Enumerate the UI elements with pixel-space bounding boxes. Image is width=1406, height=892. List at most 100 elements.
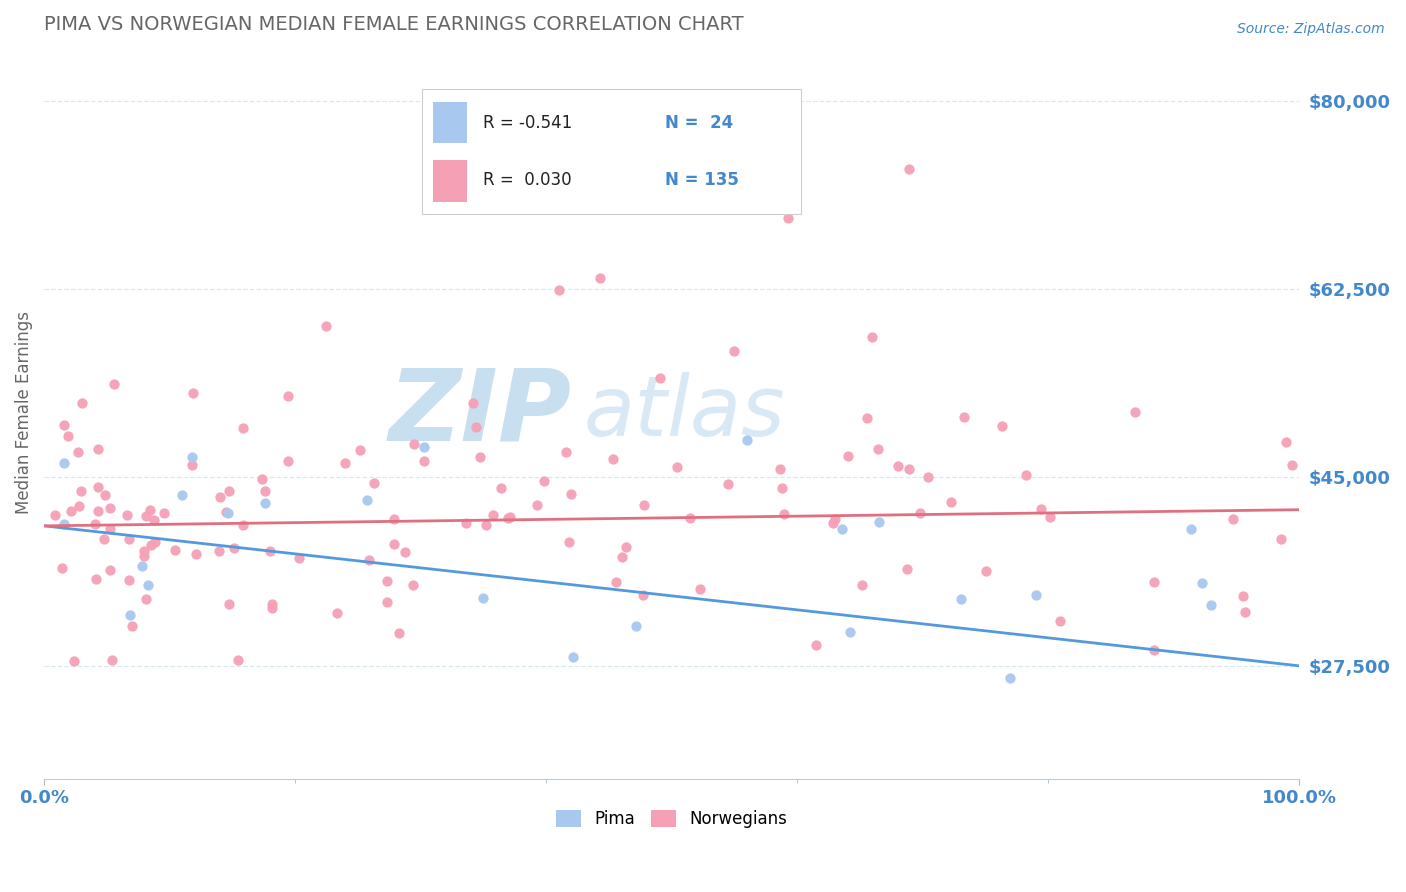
Point [562, 650, 585, 665]
Point [939, 495, 962, 509]
Point [384, 512, 406, 526]
Point [83, 516, 105, 531]
Point [723, 343, 745, 358]
Point [170, 488, 193, 502]
Point [56, 429, 79, 443]
Text: N =  24: N = 24 [665, 114, 733, 132]
Point [665, 460, 688, 475]
Point [134, 549, 156, 563]
Point [1180, 522, 1202, 536]
Point [633, 498, 655, 512]
Point [186, 547, 208, 561]
Point [496, 511, 519, 525]
Point [315, 318, 337, 333]
Point [839, 625, 862, 640]
Point [887, 459, 910, 474]
Point [1039, 510, 1062, 524]
Point [851, 578, 873, 592]
Point [181, 458, 204, 472]
Point [231, 421, 253, 435]
Point [860, 330, 883, 344]
Point [135, 591, 157, 606]
Point [218, 597, 240, 611]
Point [63, 654, 86, 668]
Point [87, 504, 110, 518]
Point [94, 488, 117, 502]
Point [118, 574, 141, 588]
Point [402, 437, 425, 451]
Point [1143, 643, 1166, 657]
Point [499, 509, 522, 524]
Point [1123, 405, 1146, 419]
Point [554, 445, 576, 459]
Point [70, 484, 93, 499]
Point [990, 419, 1012, 434]
FancyBboxPatch shape [433, 102, 467, 143]
Point [588, 270, 610, 285]
Point [222, 541, 245, 555]
Point [837, 449, 859, 463]
Point [333, 456, 356, 470]
Point [952, 410, 974, 425]
Point [260, 597, 283, 611]
Point [375, 574, 398, 589]
Point [475, 517, 498, 532]
Point [631, 589, 654, 603]
Point [51, 561, 73, 575]
Point [456, 516, 478, 530]
Text: Source: ZipAtlas.com: Source: ZipAtlas.com [1237, 22, 1385, 37]
Point [98, 500, 121, 515]
Point [218, 484, 240, 499]
Point [259, 543, 281, 558]
Point [120, 608, 142, 623]
Point [558, 534, 581, 549]
Legend: Pima, Norwegians: Pima, Norwegians [547, 802, 796, 837]
Point [67, 499, 90, 513]
Point [86, 572, 108, 586]
Point [650, 371, 672, 385]
Point [139, 538, 162, 552]
Point [560, 487, 582, 501]
Text: R = -0.541: R = -0.541 [482, 114, 572, 132]
Point [1275, 435, 1298, 450]
Point [735, 433, 758, 447]
Point [394, 545, 416, 559]
Point [461, 395, 484, 409]
Point [52, 418, 75, 433]
Point [226, 652, 249, 666]
Point [824, 512, 846, 526]
Point [482, 508, 505, 522]
Point [1025, 588, 1047, 602]
Point [163, 542, 186, 557]
Point [769, 462, 792, 476]
Point [465, 420, 488, 434]
Text: PIMA VS NORWEGIAN MEDIAN FEMALE EARNINGS CORRELATION CHART: PIMA VS NORWEGIAN MEDIAN FEMALE EARNINGS… [44, 15, 744, 34]
Point [1201, 599, 1223, 613]
Point [53, 516, 76, 531]
Text: N = 135: N = 135 [665, 171, 738, 189]
Point [472, 591, 495, 605]
Point [614, 540, 637, 554]
Point [277, 389, 299, 403]
Point [1232, 589, 1254, 603]
Point [98, 522, 121, 536]
Point [778, 211, 800, 225]
Point [470, 450, 492, 465]
Point [610, 549, 633, 564]
Point [526, 498, 548, 512]
Point [689, 582, 711, 597]
Point [1281, 458, 1303, 472]
Point [232, 518, 254, 533]
Point [1014, 467, 1036, 482]
Point [98, 564, 121, 578]
Point [209, 490, 232, 504]
Point [1029, 501, 1052, 516]
Point [60, 503, 83, 517]
Point [998, 671, 1021, 685]
Point [388, 626, 411, 640]
Point [950, 591, 973, 606]
Point [101, 653, 124, 667]
Point [896, 562, 918, 576]
Point [717, 477, 740, 491]
Point [349, 443, 371, 458]
